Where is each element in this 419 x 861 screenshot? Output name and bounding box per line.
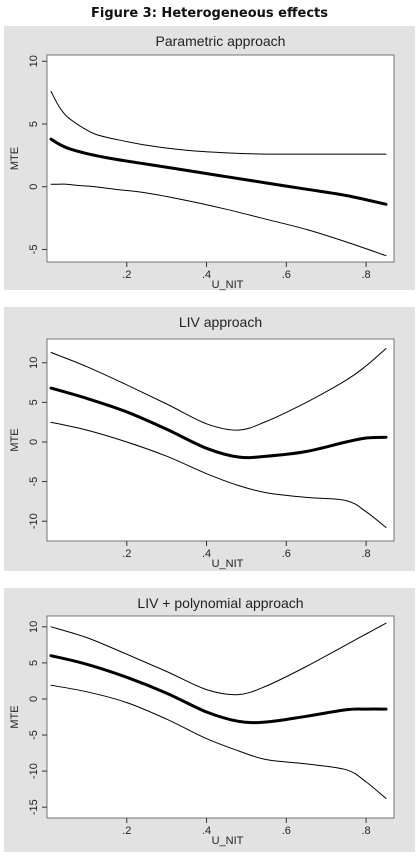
y-tick-label: -5 — [28, 730, 40, 740]
x-tick-label: .8 — [361, 825, 370, 837]
y-tick-label: -10 — [28, 513, 40, 529]
x-tick-label: .4 — [202, 269, 211, 281]
y-tick-label: 5 — [28, 121, 40, 127]
x-tick-label: .8 — [361, 548, 370, 560]
upper-bound-line — [50, 348, 387, 431]
x-tick-label: .2 — [122, 269, 131, 281]
mte-estimate-line — [49, 137, 388, 206]
x-axis-title: U_NIT — [212, 558, 244, 570]
y-tick-label: 5 — [28, 660, 40, 666]
y-tick-label: -5 — [28, 477, 40, 487]
lower-bound-line — [50, 421, 387, 528]
y-tick-label: 0 — [28, 184, 40, 190]
y-tick-label: -10 — [28, 763, 40, 779]
upper-bound-line — [50, 90, 387, 155]
y-axis-title: MTE — [9, 428, 21, 451]
y-tick-label: 0 — [28, 439, 40, 445]
x-axis-title: U_NIT — [212, 835, 244, 847]
mte-estimate-line — [49, 386, 388, 460]
y-axis-title: MTE — [9, 147, 21, 170]
chart-title: Parametric approach — [156, 33, 286, 49]
x-tick-label: .4 — [202, 548, 211, 560]
x-tick-label: .6 — [282, 269, 291, 281]
x-tick-label: .6 — [282, 825, 291, 837]
lower-bound-line — [50, 684, 387, 799]
x-tick-label: .6 — [282, 548, 291, 560]
figure-title: Figure 3: Heterogeneous effects — [91, 6, 328, 21]
plot-area — [46, 54, 395, 263]
mte-estimate-line — [49, 654, 388, 725]
y-axis-title: MTE — [9, 705, 21, 728]
x-axis-title: U_NIT — [212, 279, 244, 291]
upper-bound-line — [50, 622, 387, 696]
x-tick-label: .8 — [361, 269, 370, 281]
y-tick-label: 10 — [28, 55, 40, 67]
y-tick-label: 10 — [28, 357, 40, 369]
y-tick-label: 0 — [28, 696, 40, 702]
lower-bound-line — [50, 183, 387, 257]
x-tick-label: .4 — [202, 825, 211, 837]
chart-title: LIV + polynomial approach — [137, 595, 303, 611]
y-tick-label: -5 — [28, 245, 40, 255]
y-tick-label: 10 — [28, 621, 40, 633]
plot-area — [46, 338, 395, 542]
x-tick-label: .2 — [122, 548, 131, 560]
x-tick-label: .2 — [122, 825, 131, 837]
chart-title: LIV approach — [179, 314, 262, 330]
y-tick-label: -15 — [28, 799, 40, 815]
y-tick-label: 5 — [28, 399, 40, 405]
